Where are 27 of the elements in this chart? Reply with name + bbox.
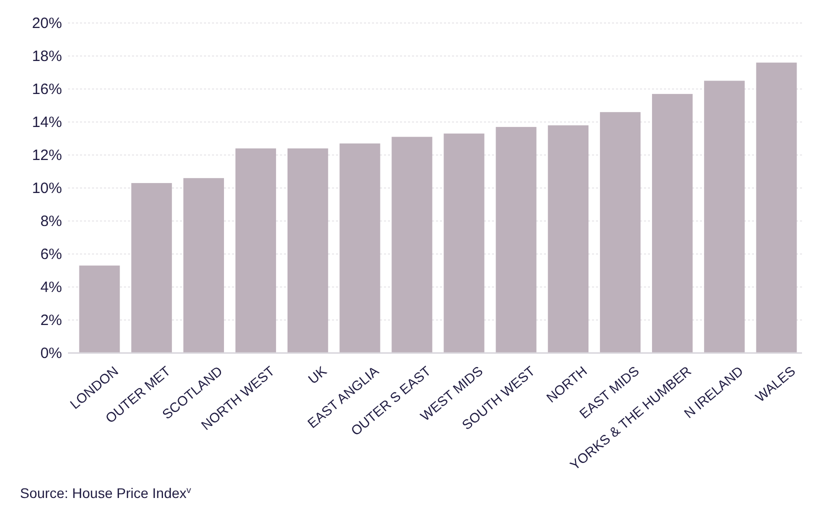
- bar: [600, 112, 641, 353]
- y-tick-label: 8%: [40, 212, 62, 230]
- bar: [392, 136, 432, 353]
- y-tick-label: 18%: [32, 48, 62, 65]
- bar: [444, 134, 484, 353]
- source-note: Source: House Price Index$^{v}$: [20, 485, 192, 501]
- bar: [704, 80, 745, 353]
- y-tick-label: 16%: [32, 80, 62, 98]
- y-tick-label: 6%: [40, 246, 62, 263]
- bar: [131, 183, 172, 353]
- bar: [756, 62, 797, 353]
- y-tick-label: 20%: [32, 14, 62, 32]
- y-tick-label: 4%: [40, 278, 62, 296]
- y-tick-label: 12%: [32, 146, 62, 164]
- x-tick-label: UK: [305, 363, 330, 387]
- bar: [79, 266, 120, 353]
- y-tick-label: 2%: [40, 312, 62, 329]
- bar: [548, 125, 588, 353]
- bar: [183, 178, 224, 353]
- bar: [652, 94, 693, 353]
- bar: [496, 126, 536, 353]
- bar: [340, 143, 380, 353]
- y-tick-label: 10%: [32, 180, 62, 197]
- y-tick-label: 14%: [32, 114, 62, 131]
- y-tick-label: 0%: [40, 344, 62, 362]
- bar: [288, 148, 328, 353]
- bar: [235, 148, 276, 353]
